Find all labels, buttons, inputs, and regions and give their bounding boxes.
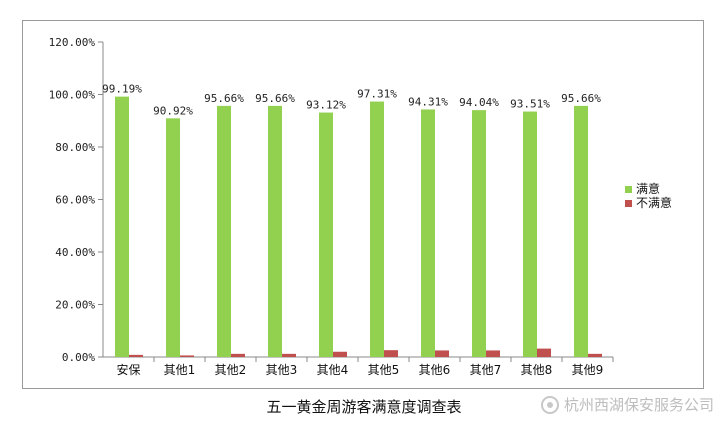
x-category-label: 其他9 [572,363,604,377]
data-label: 94.04% [459,96,499,109]
legend-swatch [625,186,632,193]
x-category-label: 其他2 [215,363,247,377]
data-label: 93.51% [510,98,550,111]
legend-label: 不满意 [636,195,672,210]
x-category-label: 其他7 [470,363,502,377]
y-tick-label: 0.00% [62,351,95,364]
y-tick-label: 60.00% [55,194,95,207]
bar-unsatisfied [435,350,449,357]
legend-swatch [625,200,632,207]
bar-unsatisfied [282,353,296,357]
data-label: 94.31% [408,95,448,108]
legend-label: 满意 [636,181,660,196]
bar-satisfied [268,105,282,357]
bar-unsatisfied [384,350,398,357]
data-label: 95.66% [255,92,295,105]
data-label: 95.66% [204,92,244,105]
watermark: 杭州西湖保安服务公司 [540,394,714,415]
data-label: 97.31% [357,88,397,101]
bar-satisfied [574,105,588,357]
x-category-label: 其他5 [368,363,400,377]
bar-satisfied [421,109,435,357]
x-category-label: 其他8 [521,363,553,377]
bar-chart: 0.00% 20.00% 40.00% 60.00% 80.00% 100.00% 120.… [49,36,672,377]
y-tick-label: 120.00% [49,36,96,49]
x-category-label: 其他6 [419,363,451,377]
watermark-text: 杭州西湖保安服务公司 [563,396,714,414]
y-tick-label: 100.00% [49,89,96,102]
x-category-label: 安保 [116,362,140,377]
bar-satisfied [166,118,180,358]
bar-satisfied [115,96,129,357]
bar-satisfied [523,111,537,357]
chart-frame: 0.00% 20.00% 40.00% 60.00% 80.00% 100.00% 120.… [22,20,704,389]
bar-satisfied [370,101,384,357]
bar-unsatisfied [129,354,143,357]
bar-unsatisfied [588,353,602,357]
bar-unsatisfied [537,348,551,357]
bar-unsatisfied [333,351,347,357]
y-tick-label: 80.00% [55,141,95,154]
x-category-label: 其他1 [164,363,196,377]
bar-satisfied [319,112,333,357]
bar-satisfied [472,110,486,358]
bar-satisfied [217,105,231,357]
y-tick-label: 20.00% [55,299,95,312]
data-label: 99.19% [102,83,142,96]
y-tick-label: 40.00% [55,246,95,259]
bar-unsatisfied [486,350,500,357]
data-label: 90.92% [153,104,193,117]
data-label: 93.12% [306,99,346,112]
data-label: 95.66% [561,92,601,105]
bar-unsatisfied [231,353,245,357]
x-category-label: 其他3 [266,363,298,377]
bar-unsatisfied [180,355,194,357]
wechat-icon [540,395,559,414]
x-category-label: 其他4 [317,363,349,377]
chart-caption: 五一黄金周游客满意度调查表 [266,398,462,416]
